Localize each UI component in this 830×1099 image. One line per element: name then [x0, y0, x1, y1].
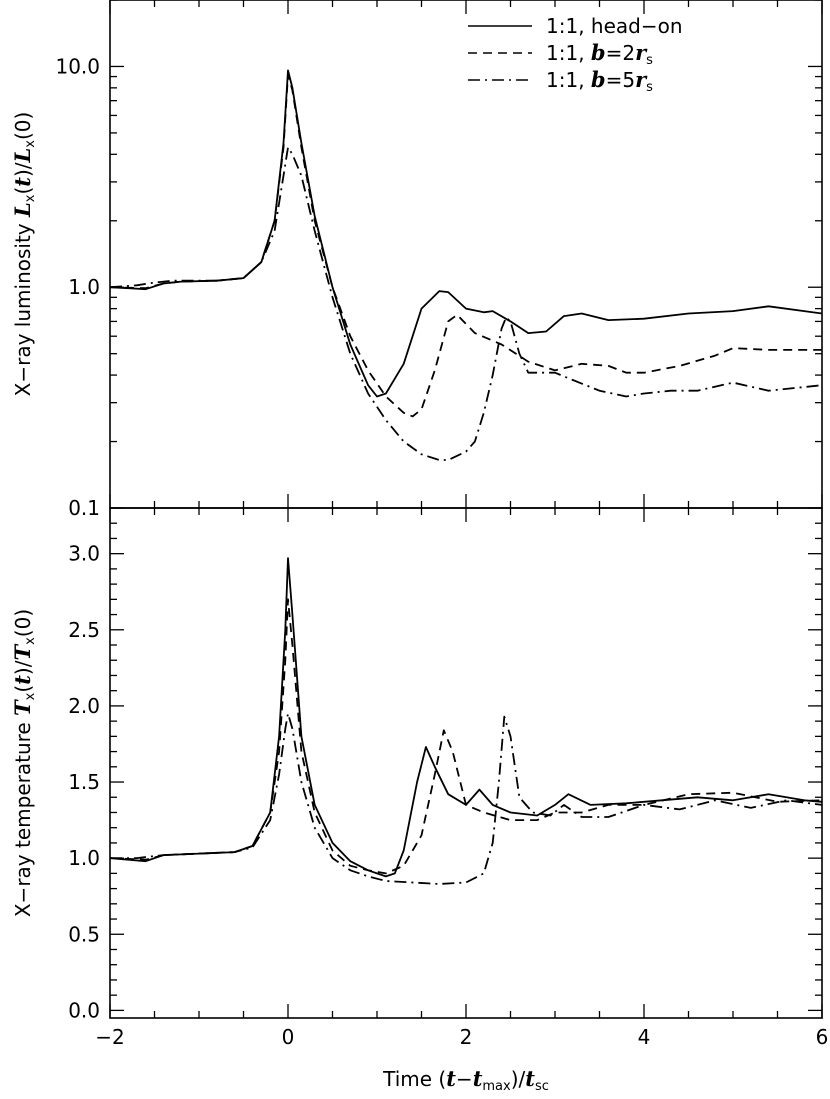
xtick-label: 4	[638, 1025, 651, 1049]
ytick-label: 1.0	[68, 275, 100, 299]
ytick-label: 3.0	[68, 542, 100, 566]
series-line-dashdot-bottom	[110, 712, 822, 885]
panel-bottom: 0.0 0.5 1.0 1.5 2.0 2.5 3.0 −2 0 2 4 6 X−ray tempera…	[10, 507, 829, 1094]
ytick-label: 10.0	[55, 54, 100, 78]
xtick-label: 6	[816, 1025, 829, 1049]
legend-label-dashed: 1:1, b=2rs	[546, 40, 653, 68]
axes-frame-top	[109, 0, 823, 509]
series-line-dashed-top	[110, 73, 822, 418]
xlabel: Time (t−tmax)/tsc	[382, 1066, 549, 1094]
ylabel-bottom: X−ray temperature Tx(t)/Tx(0)	[10, 609, 38, 917]
ytick-label: 0.0	[68, 998, 100, 1022]
ytick-label: 0.1	[68, 496, 100, 520]
panel-top: 0.1 1.0 10.0 X−ray luminosity Lx(t)/Lx(0) 1:…	[10, 0, 823, 520]
ytick-label: 1.0	[68, 846, 100, 870]
xtick-label: −2	[95, 1025, 124, 1049]
ytick-label: 2.0	[68, 694, 100, 718]
axes-frame-bottom	[109, 507, 823, 1019]
series-line-dashdot-top	[110, 146, 822, 461]
series-line-solid-top	[110, 69, 822, 398]
legend-label-dashdot: 1:1, b=5rs	[546, 67, 653, 95]
ytick-label: 0.5	[68, 922, 100, 946]
legend-label-solid: 1:1, head−on	[546, 14, 683, 38]
series-line-dashed-bottom	[110, 598, 822, 875]
ytick-label: 1.5	[68, 770, 100, 794]
ytick-label: 2.5	[68, 618, 100, 642]
ylabel-top: X−ray luminosity Lx(t)/Lx(0)	[10, 112, 38, 397]
xtick-label: 2	[460, 1025, 473, 1049]
series-line-solid-bottom	[110, 557, 822, 878]
xtick-label: 0	[282, 1025, 295, 1049]
